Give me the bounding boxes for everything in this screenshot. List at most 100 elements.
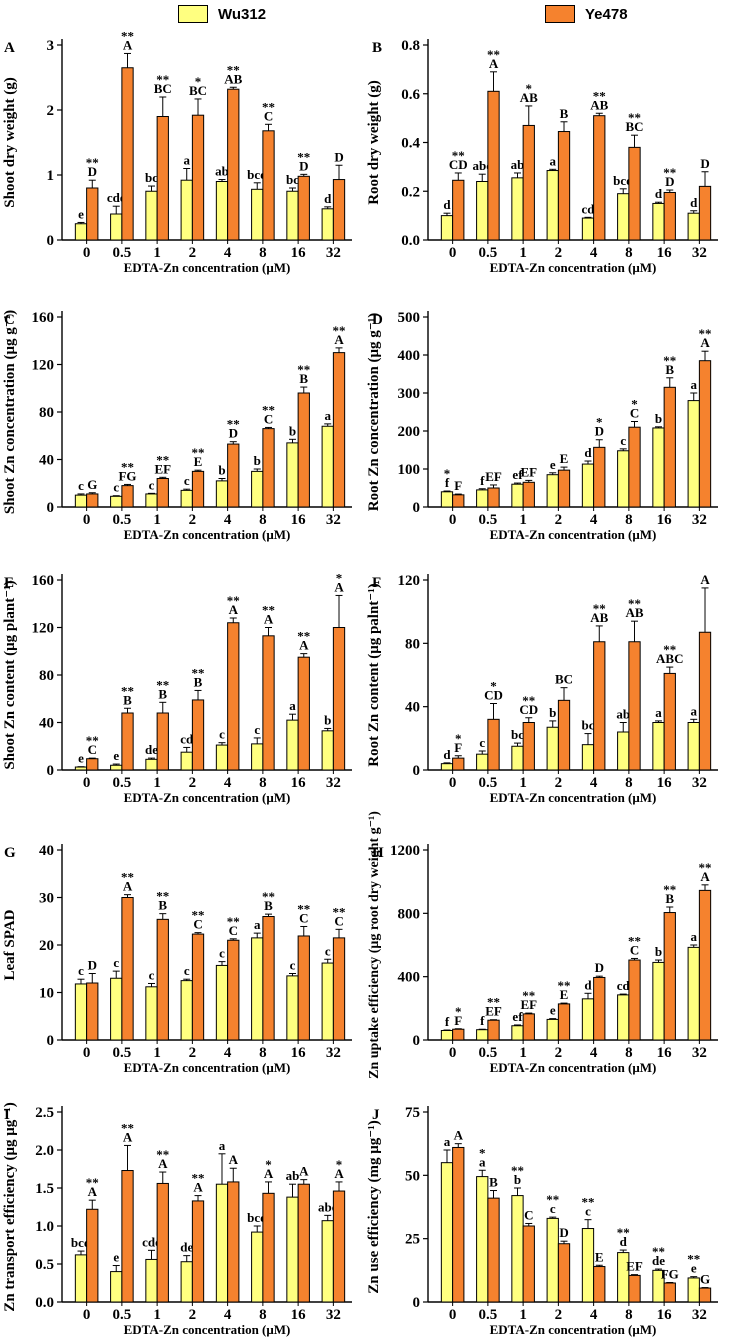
y-tick-label: 400: [398, 970, 421, 986]
bar-ye478: [297, 175, 310, 241]
x-tick-label: 32: [326, 245, 341, 261]
y-tick-label: 160: [32, 310, 55, 326]
significance-letter: D: [88, 958, 97, 973]
bar-ye478: [557, 699, 571, 771]
significance-letter: A: [334, 332, 344, 347]
y-tick-label: 0: [47, 763, 55, 779]
bar-wu312: [215, 1183, 229, 1303]
y-tick-label: 1: [47, 168, 55, 184]
x-tick-label: 0: [83, 1307, 91, 1323]
significance-stars: **: [156, 677, 169, 692]
significance-stars: *: [195, 74, 202, 89]
x-tick-label: 16: [291, 1307, 307, 1323]
bar-wu312: [511, 1195, 524, 1303]
panel-letter: D: [372, 312, 383, 328]
significance-stars: **: [522, 693, 535, 708]
bar-ye478: [297, 935, 310, 1041]
significance-letter: cde: [142, 1234, 161, 1249]
x-tick-label: 0: [449, 1045, 457, 1061]
significance-letter: B: [158, 898, 167, 913]
y-tick-label: 0: [413, 763, 421, 779]
bar-wu312: [652, 961, 665, 1041]
y-tick-label: 20: [39, 938, 54, 954]
x-tick-label: 0.5: [113, 245, 132, 261]
y-tick-label: 40: [405, 700, 420, 716]
significance-letter: A: [193, 1180, 203, 1195]
bar-wu312: [321, 425, 334, 508]
bar-ye478: [332, 352, 346, 508]
significance-letter: C: [264, 108, 273, 123]
significance-stars: **: [227, 914, 240, 929]
x-tick-label: 8: [259, 245, 267, 261]
x-tick-label: 4: [590, 1307, 598, 1323]
panel-letter: J: [372, 1107, 380, 1123]
bar-wu312: [581, 998, 595, 1041]
bar-ye478: [297, 392, 310, 508]
significance-letter: d: [443, 197, 451, 212]
bar-wu312: [546, 1217, 559, 1303]
bar-wu312: [511, 1025, 524, 1041]
x-tick-label: 0.5: [479, 245, 498, 261]
x-tick-label: 1: [153, 1045, 161, 1061]
significance-stars: **: [121, 870, 134, 885]
significance-letter: EF: [626, 1259, 643, 1274]
y-tick-label: 2: [47, 103, 55, 119]
significance-letter: A: [229, 602, 239, 617]
x-tick-label: 8: [625, 1045, 633, 1061]
bar-ye478: [698, 360, 712, 508]
bar-ye478: [593, 1266, 606, 1303]
x-tick-label: 1: [519, 245, 527, 261]
significance-letter: D: [88, 164, 97, 179]
significance-stars: **: [227, 417, 240, 432]
significance-stars: **: [192, 665, 205, 680]
chart-panel-A: A 0 1 2 3 Shoot dry weight (g) EDTA-Zn concent…: [2, 28, 352, 275]
significance-letter: d: [584, 445, 592, 460]
significance-stars: **: [663, 642, 676, 657]
significance-letter: FG: [118, 468, 136, 483]
significance-letter: a: [444, 1134, 451, 1149]
significance-letter: EF: [154, 461, 171, 476]
bar-wu312: [581, 1228, 595, 1303]
bar-ye478: [557, 469, 571, 508]
significance-letter: A: [299, 1164, 309, 1179]
bar-ye478: [191, 933, 205, 1041]
x-tick-label: 0: [449, 512, 457, 528]
bar-wu312: [145, 190, 158, 241]
x-tick-label: 2: [189, 775, 197, 791]
significance-letter: CD: [449, 157, 468, 172]
significance-stars: **: [652, 1244, 665, 1259]
x-tick-label: 1: [519, 1045, 527, 1061]
bar-ye478: [262, 428, 275, 508]
bar-wu312: [440, 1162, 454, 1303]
x-axis-label: EDTA-Zn concentration (μM): [490, 1060, 657, 1075]
significance-letter: D: [229, 426, 238, 441]
significance-letter: bc: [511, 727, 524, 742]
significance-stars: **: [593, 88, 606, 103]
bar-wu312: [215, 744, 229, 771]
significance-stars: **: [297, 149, 310, 164]
significance-stars: **: [121, 683, 134, 698]
x-tick-label: 4: [590, 1045, 598, 1061]
significance-letter: A: [264, 1166, 274, 1181]
significance-letter: A: [123, 37, 133, 52]
bar-ye478: [262, 916, 275, 1041]
significance-letter: B: [264, 898, 273, 913]
significance-letter: C: [524, 1207, 533, 1222]
y-tick-label: 40: [39, 453, 54, 469]
y-tick-label: 10: [39, 986, 54, 1002]
significance-stars: *: [336, 570, 343, 585]
x-tick-label: 32: [692, 1307, 707, 1323]
significance-letter: D: [559, 1225, 568, 1240]
significance-stars: **: [227, 62, 240, 77]
significance-letter: AB: [590, 610, 608, 625]
y-tick-label: 0: [47, 233, 55, 249]
panel-letter: E: [4, 575, 14, 591]
significance-letter: c: [219, 946, 225, 961]
significance-letter: c: [620, 433, 626, 448]
bar-wu312: [321, 730, 334, 771]
significance-letter: b: [218, 463, 225, 478]
x-tick-label: 2: [555, 512, 563, 528]
bar-ye478: [227, 939, 240, 1041]
